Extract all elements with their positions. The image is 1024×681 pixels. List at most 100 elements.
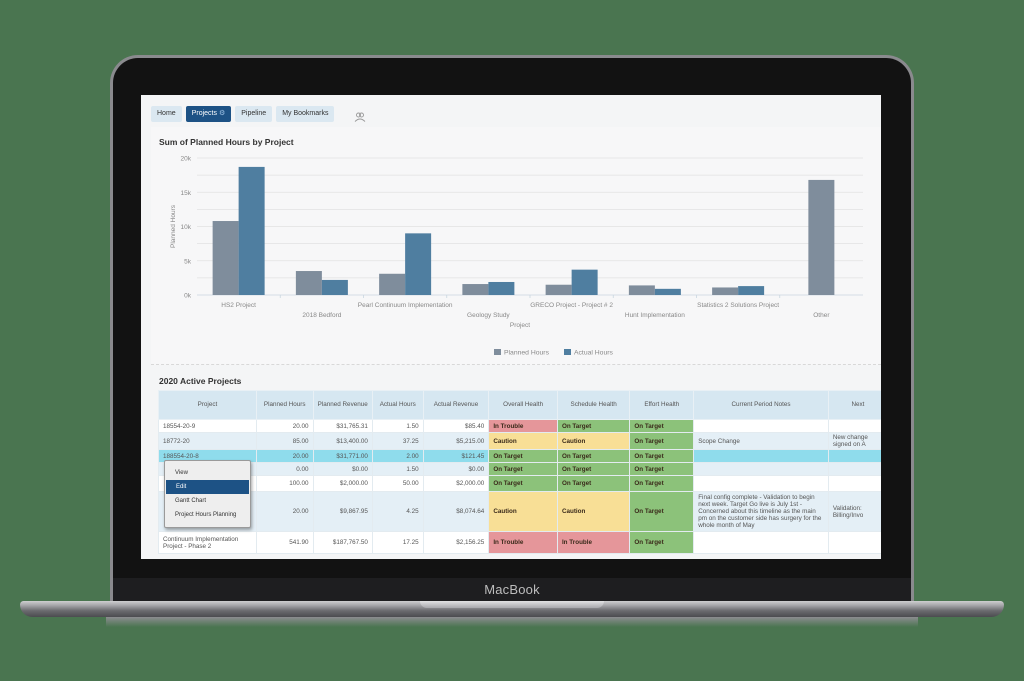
x-axis-title: Project: [510, 322, 530, 329]
cell-schedule-health: On Target: [556, 475, 631, 492]
table-row[interactable]: 20.00 $9,867.95 4.25 $8,074.64 Caution Cautio…: [158, 491, 881, 532]
bar-actual: [738, 286, 765, 295]
bar-planned: [712, 287, 739, 295]
tab-pipeline[interactable]: Pipeline: [235, 106, 273, 122]
cell-current-notes: Scope Change: [693, 432, 829, 450]
y-tick-label: 15k: [181, 190, 192, 197]
cell-effort-health: On Target: [629, 419, 695, 433]
laptop-notch: [420, 601, 604, 608]
projects-grid: Project Planned Hours Planned Revenue Actua…: [158, 390, 881, 554]
cell-effort-health: On Target: [629, 449, 695, 463]
laptop-chin: MacBook: [113, 578, 911, 603]
y-tick-label: 0k: [184, 293, 192, 300]
cell-overall-health: In Trouble: [488, 419, 558, 433]
laptop-shadow: [106, 617, 918, 627]
table-header-row: Project Planned Hours Planned Revenue Actua…: [158, 390, 881, 420]
cell-overall-health: Caution: [488, 432, 558, 450]
table-row[interactable]: Continuum Implementation Project - Phase…: [158, 531, 881, 554]
menu-item-project-hours-planning[interactable]: Project Hours Planning: [175, 512, 237, 518]
bar-actual: [238, 166, 265, 295]
table-title: 2020 Active Projects: [159, 376, 242, 386]
cell-current-notes: [693, 531, 829, 554]
cell-planned-revenue: $31,765.31: [312, 419, 373, 433]
cell-overall-health: On Target: [488, 462, 558, 476]
cell-planned-hours: 85.00: [255, 432, 314, 450]
bar-actual: [321, 279, 348, 295]
column-header[interactable]: Next: [827, 390, 881, 420]
cell-actual-revenue: $0.00: [422, 462, 490, 476]
menu-item-view[interactable]: View: [175, 470, 188, 476]
cell-planned-revenue: $0.00: [312, 462, 373, 476]
cell-actual-revenue: $85.40: [422, 419, 490, 433]
table-row[interactable]: 188554-20-8 20.00 $31,771.00 2.00 $121.45 On …: [158, 449, 881, 463]
menu-item-edit[interactable]: Edit: [166, 480, 249, 494]
column-header[interactable]: Schedule Health: [556, 390, 631, 420]
cell-planned-hours: 20.00: [255, 419, 314, 433]
bar-planned: [212, 221, 239, 295]
column-header[interactable]: Actual Revenue: [422, 390, 490, 420]
y-tick-label: 20k: [181, 156, 192, 163]
cell-schedule-health: On Target: [556, 419, 631, 433]
cell-planned-revenue: $9,867.95: [312, 491, 373, 532]
legend-label[interactable]: Actual Hours: [574, 350, 614, 357]
app-screen: Home Projects ⚙ Pipeline My Bookmarks Sum…: [141, 95, 881, 559]
bar-actual: [571, 269, 598, 295]
legend-label[interactable]: Planned Hours: [504, 350, 550, 357]
x-tick-label: GRECO Project - Project # 2: [530, 302, 613, 309]
tab-projects[interactable]: Projects ⚙: [185, 106, 232, 122]
cell-current-notes: [693, 475, 829, 492]
cell-schedule-health: Caution: [556, 432, 631, 450]
cell-planned-hours: 20.00: [255, 449, 314, 463]
cell-overall-health: On Target: [488, 475, 558, 492]
table-row[interactable]: 0.00 $0.00 1.50 $0.00 On Target On Target On T…: [158, 462, 881, 476]
cell-planned-hours: 541.90: [255, 531, 314, 554]
column-header[interactable]: Current Period Notes: [693, 390, 829, 420]
cell-next: [827, 449, 881, 463]
cell-effort-health: On Target: [629, 432, 695, 450]
table-row[interactable]: 18772-20 85.00 $13,400.00 37.25 $5,215.00 Cau…: [158, 432, 881, 450]
table-row[interactable]: 100.00 $2,000.00 50.00 $2,000.00 On Target On…: [158, 475, 881, 492]
bar-actual: [654, 288, 681, 295]
cell-next: Validation: Billing/Invo: [827, 491, 881, 532]
column-header[interactable]: Actual Hours: [371, 390, 424, 420]
cell-project: Continuum Implementation Project - Phase…: [158, 531, 257, 554]
tab-my-bookmarks[interactable]: My Bookmarks: [276, 106, 335, 122]
cell-actual-revenue: $8,074.64: [422, 491, 490, 532]
row-context-menu: View Edit Gantt Chart Project Hours Plan…: [164, 460, 251, 528]
bar-planned: [295, 271, 322, 295]
x-tick-label: Other: [813, 312, 830, 319]
column-header[interactable]: Overall Health: [488, 390, 558, 420]
bar-actual: [488, 281, 515, 295]
cell-schedule-health: In Trouble: [556, 531, 631, 554]
cell-schedule-health: Caution: [556, 491, 631, 532]
people-icon[interactable]: [354, 109, 366, 122]
column-header[interactable]: Planned Revenue: [312, 390, 373, 420]
cell-overall-health: In Trouble: [488, 531, 558, 554]
chart-panel: Sum of Planned Hours by Project 0k 5k 10k 1…: [151, 127, 881, 365]
cell-actual-hours: 50.00: [371, 475, 424, 492]
cell-current-notes: [693, 419, 829, 433]
cell-actual-hours: 1.50: [371, 462, 424, 476]
bar-actual: [405, 233, 432, 295]
column-header[interactable]: Effort Health: [629, 390, 695, 420]
tab-label: Pipeline: [241, 110, 267, 117]
tab-label: My Bookmarks: [282, 110, 329, 117]
cell-current-notes: [693, 449, 829, 463]
legend-swatch: [564, 349, 571, 355]
y-axis-title: Planned Hours: [170, 204, 177, 248]
column-header[interactable]: Project: [158, 390, 257, 420]
gear-icon[interactable]: ⚙: [218, 110, 226, 117]
y-tick-label: 10k: [181, 224, 192, 231]
cell-overall-health: On Target: [488, 449, 558, 463]
bar-planned: [379, 273, 406, 295]
table-row[interactable]: 18554-20-9 20.00 $31,765.31 1.50 $85.40 In Tr…: [158, 419, 881, 433]
planned-hours-bar-chart: 0k 5k 10k 15k 20k Planned Hours HS2 Project 201…: [170, 156, 863, 357]
column-header[interactable]: Planned Hours: [255, 390, 314, 420]
cell-planned-revenue: $2,000.00: [312, 475, 373, 492]
tab-home[interactable]: Home: [151, 106, 182, 122]
bar-planned: [628, 285, 655, 295]
cell-project: 18772-20: [158, 432, 257, 450]
cell-actual-hours: 4.25: [371, 491, 424, 532]
menu-item-gantt-chart[interactable]: Gantt Chart: [175, 498, 207, 504]
x-tick-label: Geology Study: [467, 312, 510, 319]
